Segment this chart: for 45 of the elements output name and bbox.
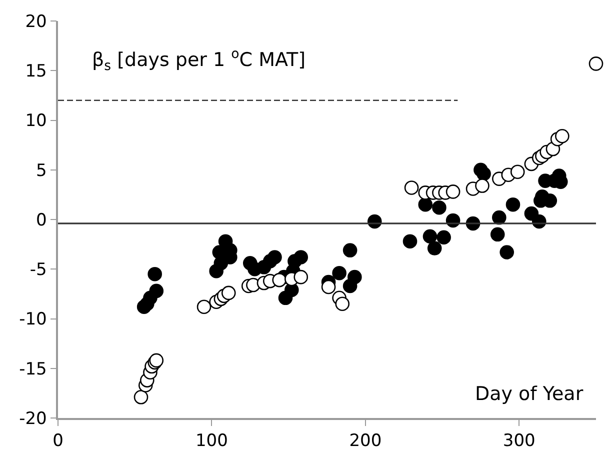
x-tick-label: 100 <box>195 431 228 452</box>
point <box>348 270 362 284</box>
y-tick-label: 10 <box>25 111 47 132</box>
point <box>148 266 162 282</box>
point <box>500 245 514 260</box>
point <box>294 250 308 264</box>
point <box>432 200 446 215</box>
point <box>221 286 236 300</box>
point <box>476 166 491 181</box>
point <box>335 296 350 312</box>
point <box>506 197 520 212</box>
y-tick-label: -20 <box>19 408 47 429</box>
point <box>418 197 433 212</box>
point <box>272 272 286 288</box>
point <box>321 280 336 294</box>
point <box>149 284 164 298</box>
y-tick-label: 15 <box>25 62 47 82</box>
y-axis-title: β$_{s}$ [days per 1 $^{o}$C MAT] <box>92 47 306 74</box>
point <box>404 180 419 195</box>
y-tick-label: -5 <box>30 260 47 280</box>
point <box>588 56 604 71</box>
point <box>196 300 212 314</box>
point <box>422 229 438 244</box>
y-tick-label: -10 <box>19 310 47 330</box>
point <box>332 266 346 280</box>
point <box>446 184 460 199</box>
y-tick-label: 20 <box>25 12 47 32</box>
y-tick-label: -15 <box>19 359 47 380</box>
point <box>342 243 358 258</box>
y-tick-label: 0 <box>36 210 47 230</box>
x-tick-label: 200 <box>349 431 382 452</box>
point <box>492 210 506 225</box>
point <box>436 230 451 245</box>
y-tick-label: 5 <box>36 160 47 181</box>
point <box>427 241 442 256</box>
point <box>402 234 418 248</box>
x-tick-label: 0 <box>52 431 64 452</box>
point <box>268 250 282 264</box>
point <box>490 227 505 242</box>
point <box>510 164 525 180</box>
point <box>294 270 308 284</box>
point <box>475 178 490 193</box>
x-tick-label: 300 <box>502 431 536 452</box>
x-axis-title: Day of Year <box>475 383 584 405</box>
point <box>555 128 570 144</box>
